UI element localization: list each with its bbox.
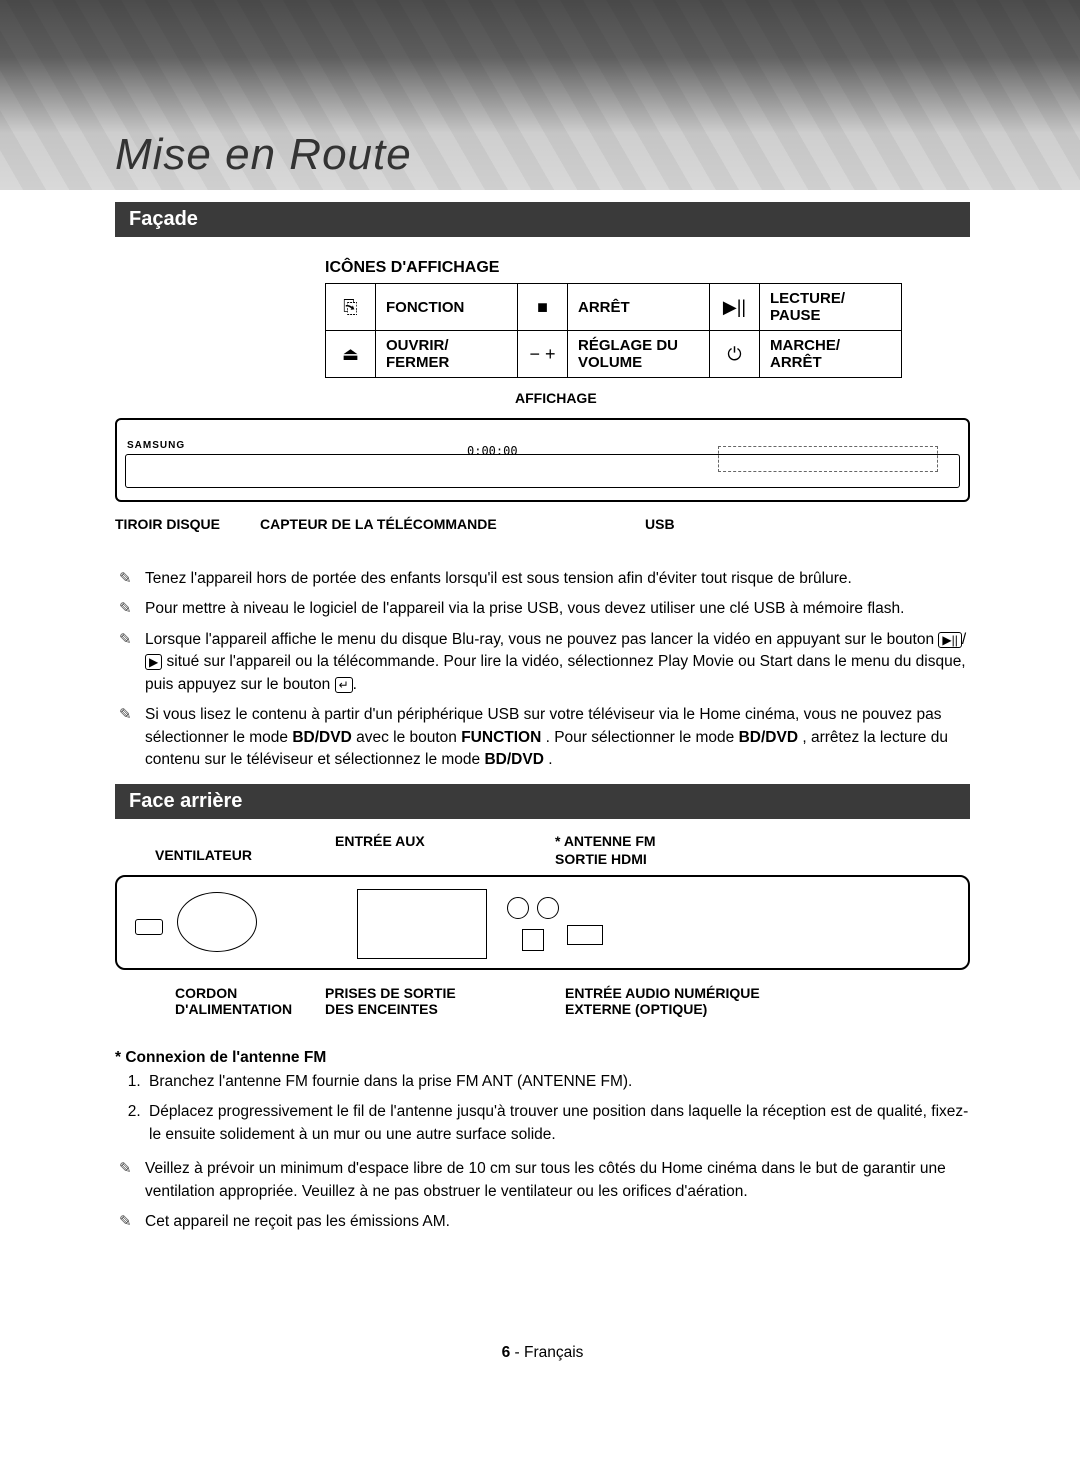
note-text: situé sur l'appareil ou la télécommande.… (145, 653, 966, 692)
rear-panel-outline (115, 875, 970, 970)
note-strong: BD/DVD (484, 751, 543, 768)
page: Mise en Route Façade ICÔNES D'AFFICHAGE … (0, 0, 1080, 1479)
play-inline-icon: ▶ (145, 654, 162, 670)
note-strong: BD/DVD (739, 729, 798, 746)
eject-icon: ⏏ (326, 331, 376, 378)
callout-tiroir: TIROIR DISQUE (115, 516, 220, 532)
optical-port-outline (522, 929, 544, 951)
stop-icon: ■ (518, 284, 568, 331)
playpause-inline-icon: ▶|| (938, 632, 961, 648)
step-text: Déplacez progressivement le fil de l'ant… (149, 1103, 968, 1142)
note-strong: FUNCTION (461, 729, 541, 746)
note-item: Lorsque l'appareil affiche le menu du di… (115, 629, 970, 696)
rear-notes: Veillez à prévoir un minimum d'espace li… (115, 1158, 970, 1233)
callout-usb: USB (645, 516, 675, 532)
callout-ventilateur: VENTILATEUR (155, 847, 252, 863)
note-text: Tenez l'appareil hors de portée des enfa… (145, 570, 852, 587)
note-item: Si vous lisez le contenu à partir d'un p… (115, 704, 970, 771)
front-panel-outline: SAMSUNG 0:00:00 (115, 418, 970, 502)
section-bar-rear: Face arrière (115, 784, 970, 819)
power-icon: ⏻ (710, 331, 760, 378)
page-lang-sep: - (515, 1344, 524, 1361)
aux-port-outline (507, 897, 529, 919)
rear-diagram: VENTILATEUR ENTRÉE AUX * ANTENNE FM SORT… (115, 833, 970, 1043)
note-text: Veillez à prévoir un minimum d'espace li… (145, 1160, 946, 1199)
step-text: Branchez l'antenne FM fournie dans la pr… (149, 1073, 632, 1090)
note-text: avec le bouton (356, 729, 461, 746)
table-row: ⏏ OUVRIR/ FERMER − + RÉGLAGE DU VOLUME ⏻… (326, 331, 902, 378)
icons-heading: ICÔNES D'AFFICHAGE (325, 259, 970, 277)
note-text: . Pour sélectionner le mode (546, 729, 739, 746)
volume-icon: − + (518, 331, 568, 378)
callout-cordon: CORDON D'ALIMENTATION (175, 985, 315, 1017)
power-label: MARCHE/ ARRÊT (760, 331, 902, 378)
section-bar-facade: Façade (115, 202, 970, 237)
callout-prises: PRISES DE SORTIE DES ENCEINTES (325, 985, 485, 1017)
note-text: Lorsque l'appareil affiche le menu du di… (145, 631, 938, 648)
note-item: Tenez l'appareil hors de portée des enfa… (115, 568, 970, 590)
page-number: 6 (502, 1344, 511, 1361)
callout-sortie-hdmi: SORTIE HDMI (555, 851, 647, 867)
callout-optique: ENTRÉE AUDIO NUMÉRIQUE EXTERNE (OPTIQUE) (565, 985, 815, 1017)
power-cord-outline (135, 919, 163, 935)
icons-table: ⎘ FONCTION ■ ARRÊT ▶|| LECTURE/ PAUSE ⏏ … (325, 283, 902, 378)
table-row: ⎘ FONCTION ■ ARRÊT ▶|| LECTURE/ PAUSE (326, 284, 902, 331)
note-text: Cet appareil ne reçoit pas les émissions… (145, 1213, 450, 1230)
speaker-ports-outline (357, 889, 487, 959)
eject-label: OUVRIR/ FERMER (376, 331, 518, 378)
fan-outline (177, 892, 257, 952)
fm-steps: Branchez l'antenne FM fournie dans la pr… (115, 1071, 970, 1146)
page-title: Mise en Route (115, 130, 412, 180)
callout-antenne-fm: * ANTENNE FM (555, 833, 656, 849)
button-cluster-outline (718, 446, 938, 472)
note-strong: BD/DVD (292, 729, 351, 746)
page-footer: 6 - Français (115, 1344, 970, 1402)
page-language: Français (524, 1344, 583, 1361)
facade-notes: Tenez l'appareil hors de portée des enfa… (115, 568, 970, 772)
note-item: Cet appareil ne reçoit pas les émissions… (115, 1211, 970, 1233)
function-icon: ⎘ (326, 284, 376, 331)
playpause-label: LECTURE/ PAUSE (760, 284, 902, 331)
enter-inline-icon: ↵ (335, 677, 353, 693)
front-diagram: AFFICHAGE SAMSUNG 0:00:00 TIROIR DISQUE … (115, 396, 970, 556)
fm-connection: * Connexion de l'antenne FM (115, 1049, 970, 1067)
callout-capteur: CAPTEUR DE LA TÉLÉCOMMANDE (260, 516, 497, 532)
fm-heading: * Connexion de l'antenne FM (115, 1049, 326, 1066)
stop-label: ARRÊT (568, 284, 710, 331)
volume-label: RÉGLAGE DU VOLUME (568, 331, 710, 378)
fm-port-outline (537, 897, 559, 919)
header-band: Mise en Route (0, 0, 1080, 190)
note-text: Pour mettre à niveau le logiciel de l'ap… (145, 600, 904, 617)
playpause-icon: ▶|| (710, 284, 760, 331)
list-item: Déplacez progressivement le fil de l'ant… (145, 1101, 970, 1146)
content: Façade ICÔNES D'AFFICHAGE ⎘ FONCTION ■ A… (0, 202, 1080, 1402)
callout-entree-aux: ENTRÉE AUX (335, 833, 425, 849)
callout-affichage: AFFICHAGE (515, 390, 597, 406)
note-text: . (353, 676, 357, 693)
note-item: Veillez à prévoir un minimum d'espace li… (115, 1158, 970, 1203)
hdmi-port-outline (567, 925, 603, 945)
note-text: . (548, 751, 552, 768)
function-label: FONCTION (376, 284, 518, 331)
note-item: Pour mettre à niveau le logiciel de l'ap… (115, 598, 970, 620)
samsung-logo: SAMSUNG (127, 440, 185, 451)
list-item: Branchez l'antenne FM fournie dans la pr… (145, 1071, 970, 1093)
